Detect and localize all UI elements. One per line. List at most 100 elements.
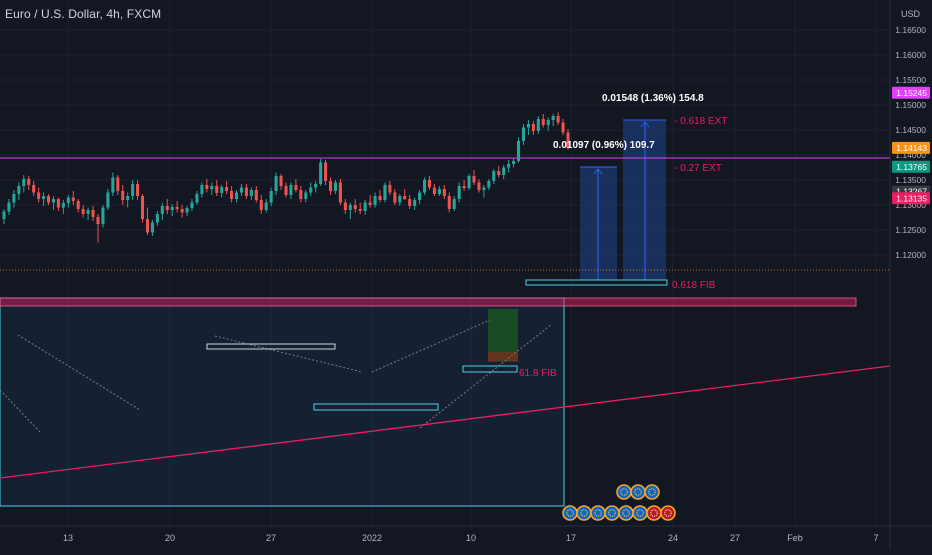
candle-body — [215, 186, 219, 193]
time-tick-label: 20 — [165, 533, 175, 543]
candle-body — [244, 187, 248, 196]
candle-body — [76, 201, 80, 209]
resistance-zone[interactable] — [0, 298, 856, 306]
breakout-box[interactable] — [488, 309, 518, 361]
candle-body — [447, 196, 451, 209]
candle-body — [96, 217, 100, 224]
flag-icon — [622, 509, 630, 517]
breakout-box-red — [488, 352, 518, 362]
projection-arrowhead-2 — [640, 121, 650, 128]
price-tick-label: 1.15000 — [895, 100, 926, 110]
economic-event-icon[interactable] — [590, 505, 606, 521]
candle-body — [536, 119, 540, 131]
price-tick-label: 1.14000 — [895, 150, 926, 160]
measure-label-2: 0.01548 (1.36%) 154.8 — [602, 93, 704, 104]
candle-body — [422, 180, 427, 193]
candle-body — [309, 187, 313, 193]
candle-body — [239, 187, 244, 193]
price-label-text: 1.13267 — [896, 187, 927, 197]
candle-body — [111, 177, 115, 193]
candle-body — [373, 196, 377, 205]
economic-event-icon[interactable] — [576, 505, 592, 521]
chart-title: Euro / U.S. Dollar, 4h, FXCM — [5, 7, 162, 21]
candle-body — [328, 181, 333, 191]
channel-line-upper[interactable] — [214, 335, 363, 373]
candle-body — [442, 189, 446, 196]
candle-body — [467, 176, 471, 188]
flag-icon — [634, 488, 642, 496]
candle-body — [230, 191, 234, 199]
price-label-tag — [892, 141, 930, 154]
projection-arrowhead-1 — [593, 168, 603, 175]
candle-body — [526, 124, 530, 128]
candle-body — [487, 181, 491, 188]
resistance-box-left[interactable] — [206, 343, 336, 350]
flag-icon — [566, 509, 574, 517]
candle-body — [319, 162, 323, 184]
candle-body — [264, 202, 268, 210]
economic-event-icon[interactable] — [630, 484, 646, 500]
ascending-trendline[interactable] — [0, 365, 891, 479]
flag-icon — [648, 488, 656, 496]
economic-event-icon[interactable] — [618, 505, 634, 521]
candle-body — [343, 202, 347, 210]
candle-body — [393, 192, 397, 203]
fib-box[interactable] — [525, 279, 668, 286]
time-tick-label: 2022 — [362, 533, 382, 543]
candle-body — [61, 203, 65, 208]
support-box-1[interactable] — [313, 403, 439, 411]
economic-event-icon[interactable] — [632, 505, 648, 521]
candle-body — [81, 209, 85, 214]
candle-body — [462, 186, 466, 188]
candle-body — [145, 219, 150, 233]
candle-body — [383, 185, 387, 200]
economic-event-icon[interactable] — [660, 505, 676, 521]
candle-body — [551, 116, 555, 120]
candle-body — [155, 214, 159, 223]
price-tick-label: 1.13500 — [895, 175, 926, 185]
candle-body — [150, 222, 154, 233]
flag-icon — [594, 509, 602, 517]
candle-body — [165, 206, 169, 210]
economic-event-icon[interactable] — [646, 505, 662, 521]
economic-event-icon[interactable] — [562, 505, 578, 521]
candle-body — [259, 200, 263, 210]
candle-body — [12, 194, 16, 203]
time-tick-label: 24 — [668, 533, 678, 543]
candle-body — [516, 141, 521, 161]
candle-body — [541, 119, 545, 125]
economic-events[interactable] — [562, 484, 676, 521]
candle-body — [66, 197, 70, 203]
diagonal-down-line-2 — [0, 389, 41, 433]
candle-body — [482, 187, 486, 190]
price-axis[interactable]: 1.16500 1.16000 1.15500 1.15000 1.14500 1.140… — [895, 25, 926, 260]
fib-ext-027-label: - 0.27 EXT — [674, 163, 722, 174]
price-label-text: 1.14143 — [896, 143, 927, 153]
candle-body — [22, 179, 26, 186]
candle-body — [289, 185, 293, 195]
flag-icon — [580, 509, 588, 517]
candle-body — [2, 211, 6, 219]
candle-body — [274, 176, 278, 191]
candle-body — [546, 120, 550, 125]
candle-body — [561, 122, 565, 133]
candle-body — [497, 171, 501, 175]
economic-event-icon[interactable] — [604, 505, 620, 521]
time-tick-label: 13 — [63, 533, 73, 543]
time-axis[interactable]: 13 20 27 2022 10 17 24 27 Feb 7 — [63, 533, 879, 543]
economic-event-icon[interactable] — [644, 484, 660, 500]
candle-body — [234, 192, 239, 199]
support-box-2[interactable] — [462, 365, 518, 373]
time-tick-label: 27 — [266, 533, 276, 543]
fib-0618-label: 0.618 FIB — [672, 280, 716, 291]
candle-body — [91, 210, 95, 217]
consolidation-range-box[interactable] — [0, 297, 565, 507]
candle-body — [51, 199, 56, 203]
candle-body — [403, 196, 407, 199]
candle-body — [254, 190, 258, 200]
candle-body — [338, 182, 342, 203]
candle-body — [101, 207, 105, 224]
economic-event-icon[interactable] — [616, 484, 632, 500]
